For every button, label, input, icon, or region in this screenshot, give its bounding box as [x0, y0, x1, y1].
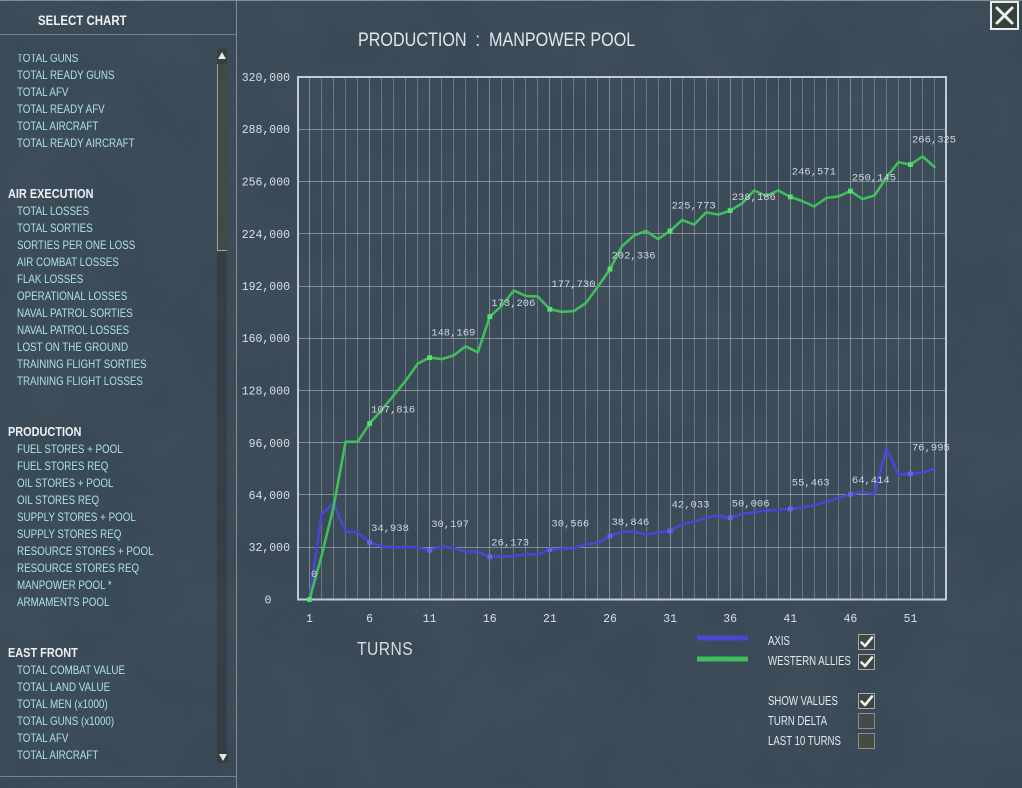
svg-text:76,995: 76,995: [912, 443, 950, 455]
svg-text:55,463: 55,463: [792, 478, 830, 490]
svg-text:0: 0: [311, 569, 317, 581]
svg-text:246,571: 246,571: [792, 167, 836, 179]
svg-text:225,773: 225,773: [672, 201, 716, 213]
svg-text:51: 51: [904, 613, 918, 626]
svg-text:42,033: 42,033: [672, 500, 710, 512]
svg-text:46: 46: [843, 613, 857, 626]
svg-text:32,000: 32,000: [249, 542, 291, 555]
svg-text:31: 31: [663, 613, 677, 626]
svg-text:288,000: 288,000: [242, 124, 290, 137]
svg-text:250,145: 250,145: [852, 172, 896, 184]
svg-text:0: 0: [265, 595, 272, 608]
svg-text:38,846: 38,846: [612, 517, 650, 529]
svg-text:107,816: 107,816: [371, 405, 415, 417]
svg-text:50,006: 50,006: [732, 499, 770, 511]
svg-text:64,000: 64,000: [249, 490, 291, 503]
svg-text:30,566: 30,566: [551, 518, 589, 530]
svg-text:238,186: 238,186: [732, 192, 776, 204]
svg-text:36: 36: [723, 613, 737, 626]
svg-text:1: 1: [306, 613, 313, 626]
svg-text:64,414: 64,414: [852, 475, 890, 487]
svg-text:148,169: 148,169: [431, 327, 475, 339]
svg-text:16: 16: [483, 613, 497, 626]
svg-text:21: 21: [543, 613, 557, 626]
svg-text:41: 41: [783, 613, 797, 626]
svg-text:173,206: 173,206: [491, 298, 535, 310]
svg-text:26: 26: [603, 613, 617, 626]
svg-text:192,000: 192,000: [242, 281, 290, 294]
svg-text:34,938: 34,938: [371, 523, 409, 535]
svg-text:266,325: 266,325: [912, 134, 956, 146]
svg-text:160,000: 160,000: [242, 333, 290, 346]
svg-text:224,000: 224,000: [242, 229, 290, 242]
svg-text:26,173: 26,173: [491, 538, 529, 550]
svg-text:11: 11: [423, 613, 437, 626]
svg-text:177,730: 177,730: [551, 279, 595, 291]
svg-text:202,336: 202,336: [612, 250, 656, 262]
svg-text:256,000: 256,000: [242, 177, 290, 190]
svg-text:320,000: 320,000: [242, 72, 290, 85]
svg-text:128,000: 128,000: [242, 386, 290, 399]
svg-text:6: 6: [366, 613, 373, 626]
svg-text:96,000: 96,000: [249, 438, 291, 451]
svg-text:30,197: 30,197: [431, 519, 469, 531]
